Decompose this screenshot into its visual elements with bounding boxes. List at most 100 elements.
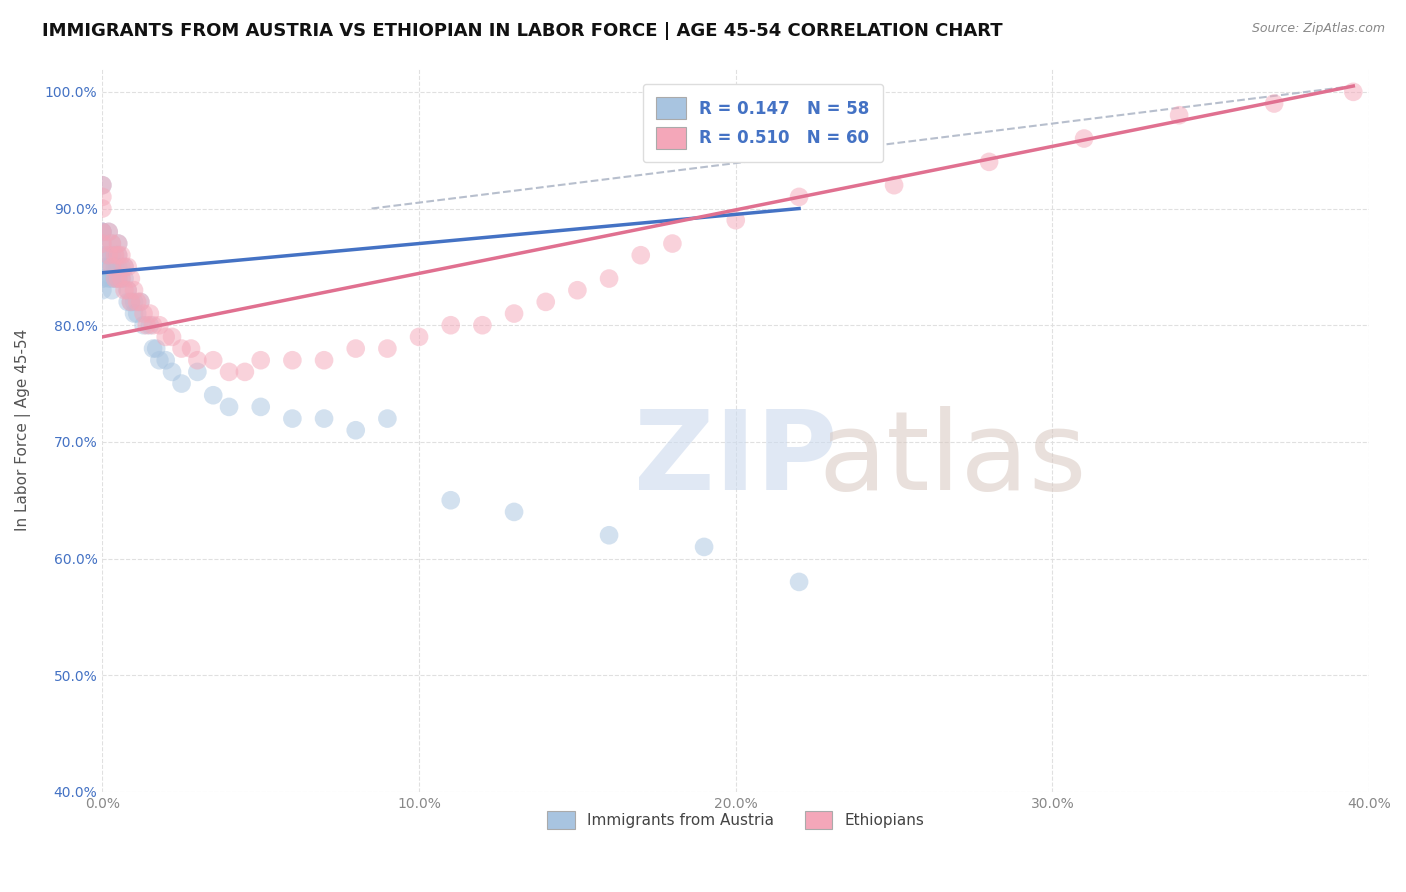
Point	[344, 423, 367, 437]
Point	[107, 271, 129, 285]
Point	[503, 505, 526, 519]
Point	[91, 260, 114, 274]
Point	[139, 318, 162, 333]
Point	[101, 236, 124, 251]
Point	[101, 260, 124, 274]
Point	[534, 294, 557, 309]
Point	[97, 248, 120, 262]
Point	[97, 260, 120, 274]
Legend: Immigrants from Austria, Ethiopians: Immigrants from Austria, Ethiopians	[541, 805, 931, 835]
Point	[1263, 96, 1285, 111]
Point	[202, 388, 225, 402]
Point	[114, 260, 136, 274]
Point	[377, 342, 399, 356]
Point	[114, 283, 136, 297]
Point	[598, 528, 620, 542]
Point	[249, 353, 271, 368]
Point	[91, 178, 114, 193]
Point	[312, 353, 335, 368]
Point	[1073, 131, 1095, 145]
Point	[142, 318, 165, 333]
Point	[127, 307, 149, 321]
Point	[117, 294, 139, 309]
Point	[107, 236, 129, 251]
Point	[107, 248, 129, 262]
Point	[97, 225, 120, 239]
Point	[1168, 108, 1191, 122]
Point	[97, 271, 120, 285]
Point	[91, 225, 114, 239]
Point	[186, 353, 208, 368]
Point	[91, 271, 114, 285]
Point	[129, 294, 152, 309]
Point	[117, 260, 139, 274]
Point	[170, 342, 193, 356]
Point	[104, 260, 127, 274]
Point	[91, 236, 114, 251]
Point	[160, 365, 183, 379]
Point	[101, 271, 124, 285]
Point	[120, 294, 142, 309]
Point	[122, 307, 145, 321]
Point	[1343, 85, 1365, 99]
Point	[155, 330, 177, 344]
Point	[104, 248, 127, 262]
Point	[107, 236, 129, 251]
Point	[135, 318, 157, 333]
Point	[693, 540, 716, 554]
Point	[91, 178, 114, 193]
Point	[155, 353, 177, 368]
Point	[503, 307, 526, 321]
Point	[440, 318, 463, 333]
Point	[101, 248, 124, 262]
Point	[110, 271, 132, 285]
Point	[977, 154, 1000, 169]
Point	[787, 574, 810, 589]
Point	[567, 283, 589, 297]
Point	[281, 353, 304, 368]
Point	[377, 411, 399, 425]
Point	[787, 190, 810, 204]
Point	[148, 353, 170, 368]
Point	[218, 365, 240, 379]
Point	[91, 202, 114, 216]
Point	[91, 236, 114, 251]
Point	[110, 260, 132, 274]
Point	[107, 248, 129, 262]
Point	[630, 248, 652, 262]
Point	[120, 294, 142, 309]
Point	[91, 190, 114, 204]
Point	[281, 411, 304, 425]
Point	[104, 271, 127, 285]
Point	[312, 411, 335, 425]
Point	[142, 342, 165, 356]
Point	[127, 294, 149, 309]
Point	[91, 271, 114, 285]
Point	[97, 225, 120, 239]
Point	[148, 318, 170, 333]
Point	[129, 294, 152, 309]
Point	[107, 271, 129, 285]
Text: ZIP: ZIP	[634, 406, 838, 513]
Y-axis label: In Labor Force | Age 45-54: In Labor Force | Age 45-54	[15, 329, 31, 532]
Point	[110, 248, 132, 262]
Point	[598, 271, 620, 285]
Point	[104, 248, 127, 262]
Point	[110, 271, 132, 285]
Point	[114, 260, 136, 274]
Point	[122, 283, 145, 297]
Point	[104, 271, 127, 285]
Point	[408, 330, 430, 344]
Point	[724, 213, 747, 227]
Point	[91, 225, 114, 239]
Point	[120, 271, 142, 285]
Point	[117, 283, 139, 297]
Text: IMMIGRANTS FROM AUSTRIA VS ETHIOPIAN IN LABOR FORCE | AGE 45-54 CORRELATION CHAR: IMMIGRANTS FROM AUSTRIA VS ETHIOPIAN IN …	[42, 22, 1002, 40]
Point	[233, 365, 256, 379]
Point	[117, 283, 139, 297]
Point	[101, 260, 124, 274]
Point	[132, 318, 155, 333]
Text: Source: ZipAtlas.com: Source: ZipAtlas.com	[1251, 22, 1385, 36]
Point	[97, 248, 120, 262]
Point	[101, 283, 124, 297]
